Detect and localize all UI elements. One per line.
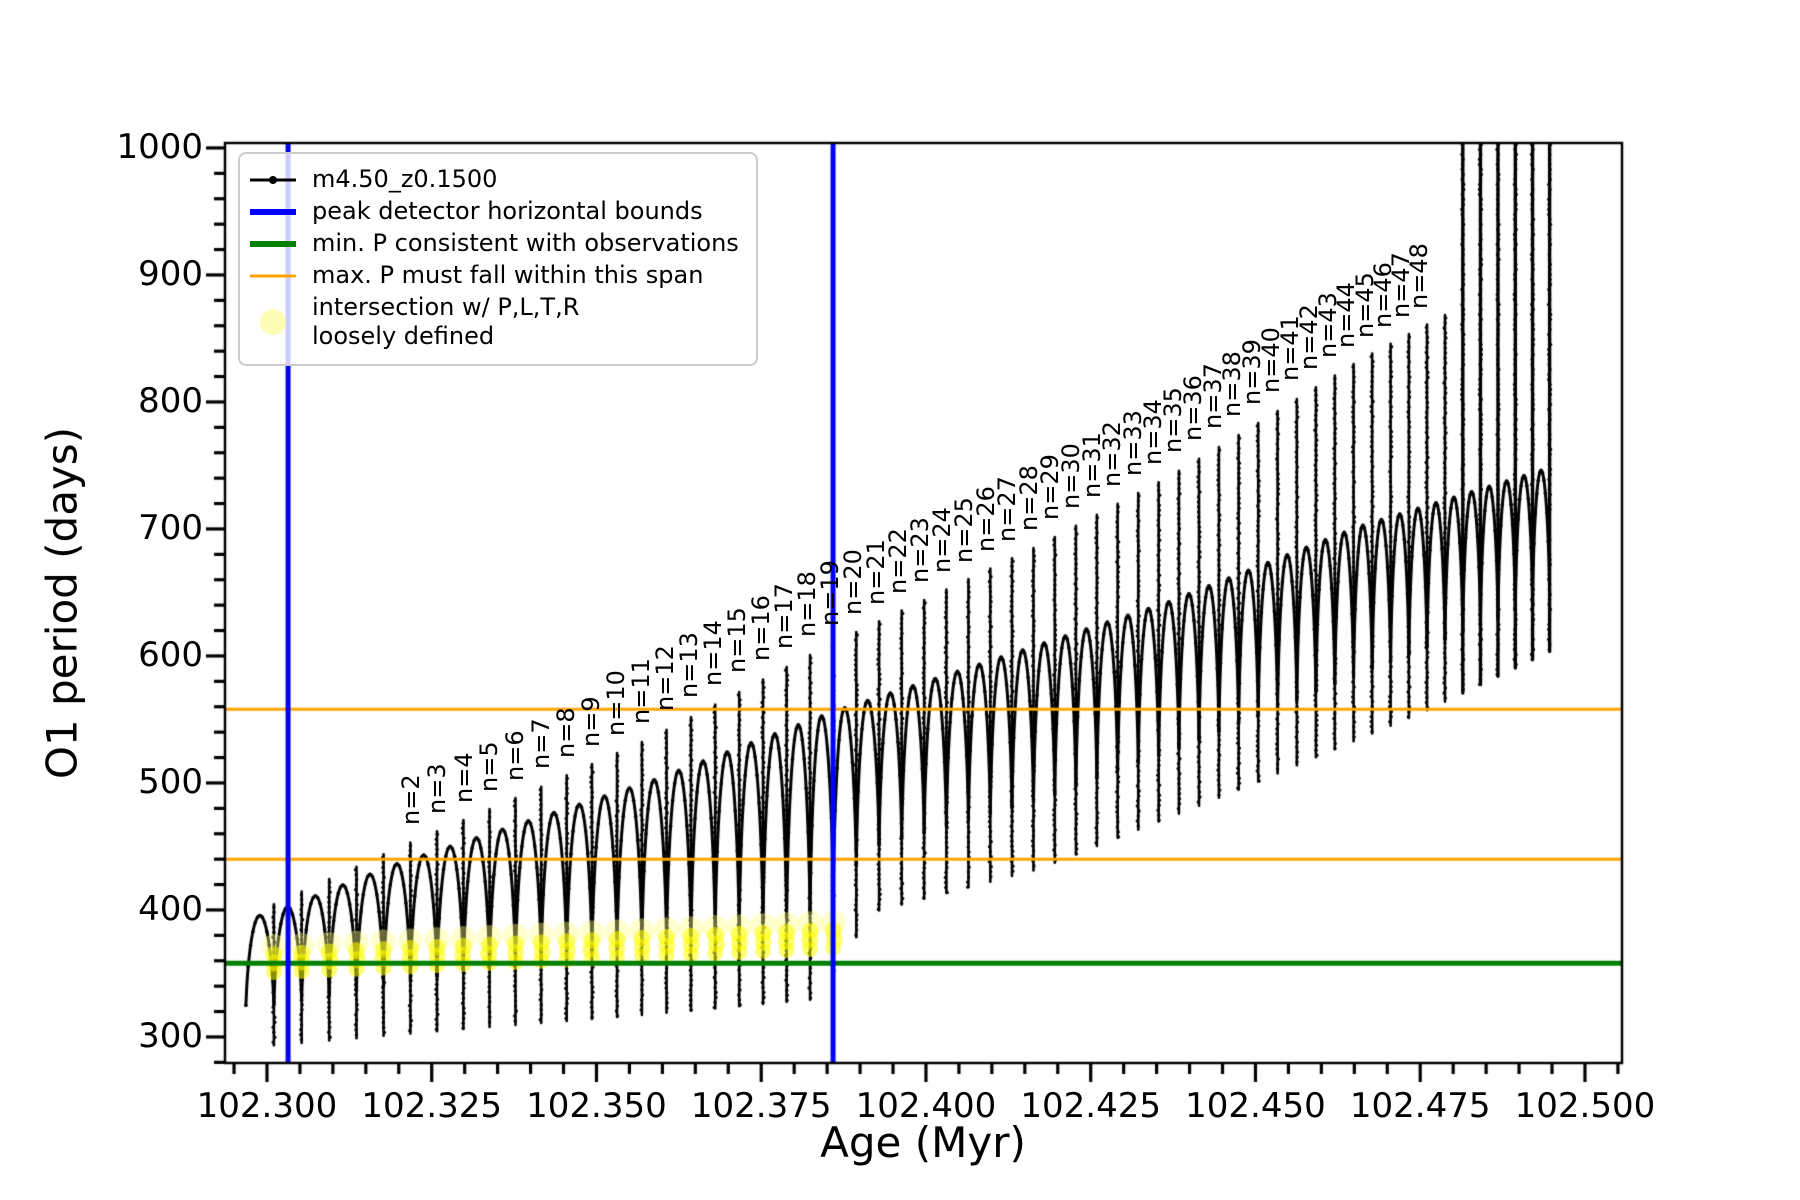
y-tick-label: 700: [138, 507, 203, 548]
legend-entry-green-min-p: min. P consistent with observations: [250, 229, 744, 258]
x-tick-label: 102.400: [855, 1086, 997, 1126]
y-axis-label: O1 period (days): [37, 426, 87, 780]
series-line-dot-swatch: [250, 166, 296, 194]
n-label: n=5: [475, 741, 504, 792]
x-tick-label: 102.325: [361, 1086, 503, 1126]
legend-entry-blue-bounds: peak detector horizontal bounds: [250, 197, 744, 226]
green-line-swatch: [250, 230, 296, 258]
x-tick-label: 102.300: [196, 1086, 338, 1126]
y-tick-label: 400: [138, 888, 203, 929]
y-tick-label: 300: [138, 1015, 203, 1056]
x-tick-label: 102.475: [1349, 1086, 1491, 1126]
legend-entry-series: m4.50_z0.1500: [250, 165, 744, 194]
n-label: n=2: [397, 774, 425, 826]
legend-label: min. P consistent with observations: [312, 229, 739, 257]
y-tick-label: 900: [138, 253, 203, 294]
n-label: n=48: [1404, 243, 1433, 310]
x-tick-label: 102.450: [1185, 1086, 1326, 1126]
legend-entry-yellow-intersection: intersection w/ P,L,T,R loosely defined: [250, 293, 744, 351]
n-label: n=10: [601, 670, 630, 736]
legend-label: max. P must fall within this span: [312, 261, 704, 289]
n-label: n=3: [423, 763, 452, 815]
n-label: n=9: [577, 696, 606, 747]
n-label: n=11: [626, 658, 655, 724]
orange-line-swatch: [250, 262, 296, 290]
legend: m4.50_z0.1500 peak detector horizontal b…: [238, 152, 758, 366]
x-tick-label: 102.375: [690, 1086, 832, 1126]
n-label: n=4: [449, 752, 478, 804]
x-tick-label: 102.350: [526, 1086, 667, 1126]
legend-label: intersection w/ P,L,T,R loosely defined: [312, 293, 580, 350]
y-tick-label: 600: [138, 634, 203, 675]
legend-label: m4.50_z0.1500: [312, 165, 498, 193]
x-axis-label: Age (Myr): [820, 1118, 1026, 1167]
y-tick-label: 1000: [116, 126, 203, 167]
legend-entry-orange-max-p: max. P must fall within this span: [250, 261, 744, 290]
n-label: n=8: [551, 707, 580, 759]
n-label: n=6: [501, 730, 530, 781]
blue-line-swatch: [250, 198, 296, 226]
yellow-circle-swatch: [250, 308, 296, 336]
n-label: n=7: [526, 718, 555, 770]
x-tick-label: 102.500: [1514, 1086, 1656, 1126]
x-tick-label: 102.425: [1020, 1086, 1162, 1126]
legend-label: peak detector horizontal bounds: [312, 197, 703, 225]
y-tick-label: 800: [138, 380, 203, 421]
y-tick-label: 500: [138, 761, 203, 802]
